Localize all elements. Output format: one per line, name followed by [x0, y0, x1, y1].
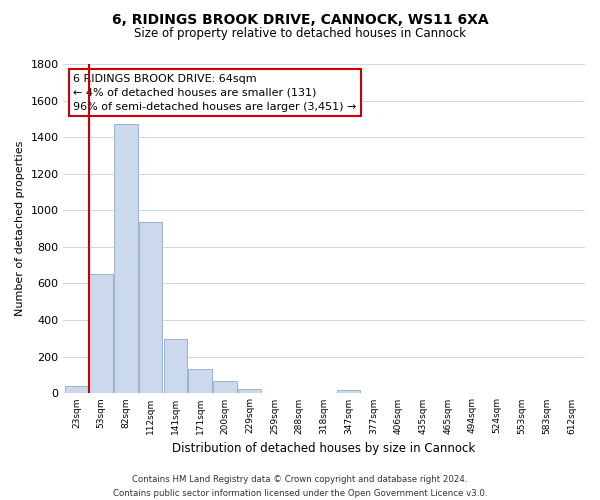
Bar — [188, 370, 212, 393]
Text: Size of property relative to detached houses in Cannock: Size of property relative to detached ho… — [134, 28, 466, 40]
Bar — [89, 274, 113, 393]
Text: Contains HM Land Registry data © Crown copyright and database right 2024.
Contai: Contains HM Land Registry data © Crown c… — [113, 476, 487, 498]
Bar — [238, 388, 262, 393]
Text: 6 RIDINGS BROOK DRIVE: 64sqm
← 4% of detached houses are smaller (131)
96% of se: 6 RIDINGS BROOK DRIVE: 64sqm ← 4% of det… — [73, 74, 356, 112]
Bar — [213, 381, 236, 393]
Bar — [337, 390, 361, 393]
Bar — [114, 124, 138, 393]
Bar — [65, 386, 88, 393]
X-axis label: Distribution of detached houses by size in Cannock: Distribution of detached houses by size … — [172, 442, 476, 455]
Text: 6, RIDINGS BROOK DRIVE, CANNOCK, WS11 6XA: 6, RIDINGS BROOK DRIVE, CANNOCK, WS11 6X… — [112, 12, 488, 26]
Bar — [139, 222, 163, 393]
Bar — [164, 339, 187, 393]
Y-axis label: Number of detached properties: Number of detached properties — [15, 141, 25, 316]
